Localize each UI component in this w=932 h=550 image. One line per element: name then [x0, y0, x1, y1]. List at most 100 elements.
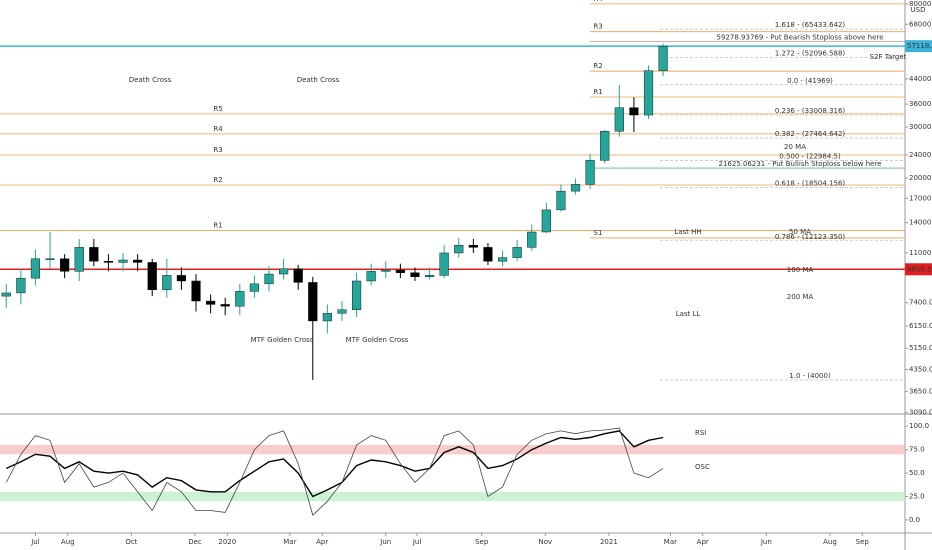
x-tick-label: Sep [475, 538, 489, 546]
candle-body [454, 245, 464, 254]
annotation: Last LL [676, 310, 701, 318]
candle-body [322, 313, 332, 322]
candle-body [497, 257, 508, 262]
x-tick-label: Jun [379, 538, 391, 546]
fib-label: 1.0 - (4000) [789, 372, 831, 380]
x-tick-label: Mar [664, 538, 677, 546]
x-tick-label: Dec [188, 538, 202, 546]
y-tick-label: 80000.0 [909, 0, 932, 8]
candle-body [1, 292, 11, 297]
pivot-label: R3 [213, 146, 222, 154]
y-tick-label: 7400.0 [909, 299, 932, 307]
candle-body [133, 259, 143, 263]
fib-label: 0.500 - (22984.5) [779, 152, 841, 160]
pivot-label: R4 [213, 125, 223, 133]
stoploss-label: 59278.93769 - Put Bearish Stoploss above… [717, 33, 884, 41]
candle-body [410, 272, 420, 277]
pivot-label: R1 [213, 222, 222, 230]
annotation: 50 MA [789, 228, 811, 236]
candle-body [74, 247, 84, 272]
candle-body [570, 184, 581, 192]
annotation: MTF Golden Cross [346, 336, 409, 344]
y-tick-label: 44000.0 [909, 75, 932, 83]
x-tick-label: Sep [856, 538, 870, 546]
x-tick-label: Jul [412, 538, 422, 546]
y-tick-label: 11000.0 [909, 249, 932, 257]
y-tick-label: 4350.0 [909, 365, 932, 373]
candle-body [162, 275, 172, 291]
rsi-tick-label: 100.0 [909, 422, 929, 430]
x-tick-label: 2020 [218, 538, 236, 546]
rsi-legend: RSI [695, 429, 706, 437]
candle-body [191, 280, 201, 302]
rsi-band [0, 491, 905, 502]
annotation: 20 MA [784, 143, 806, 151]
candle-body [541, 209, 551, 233]
annotation: 100 MA [787, 266, 814, 274]
candle-body [30, 258, 41, 279]
rsi-tick-label: 75.0 [909, 446, 925, 454]
x-tick-label: Mar [283, 538, 296, 546]
candle-body [220, 304, 230, 307]
pivot-label: R2 [593, 62, 602, 70]
candle-body [308, 282, 318, 322]
candle-body [103, 261, 114, 263]
y-tick-label: 68000.0 [909, 20, 932, 28]
candle-body [264, 273, 274, 285]
rsi-line [5, 427, 664, 516]
candle-body [614, 107, 624, 132]
x-tick-label: Jul [30, 538, 40, 546]
rsi-tick-label: 50.0 [909, 469, 925, 477]
candle-body [585, 160, 595, 185]
annotation: MTF Golden Cross [251, 336, 314, 344]
candle-body [395, 269, 405, 273]
candle-body [235, 291, 245, 307]
fib-label: 0.236 - (33008.316) [775, 107, 846, 115]
candle-body [439, 252, 449, 276]
candle-body [658, 45, 668, 71]
candle-body [351, 280, 362, 310]
annotation: 200 MA [787, 293, 814, 301]
candle-body [206, 300, 216, 305]
annotation: Death Cross [129, 76, 172, 84]
stoploss-label: 21625.06231 - Put Bullish Stoploss below… [719, 160, 882, 168]
candle-body [468, 245, 478, 248]
candle-body [556, 190, 566, 211]
candle-body [629, 107, 639, 116]
pivot-label: R2 [213, 176, 222, 184]
candle-body [643, 70, 654, 116]
x-tick-label: Oct [125, 538, 137, 546]
fib-label: 0.0 - (41969) [787, 77, 833, 85]
y-tick-label: 30000.0 [909, 123, 932, 131]
candle-body [366, 271, 376, 282]
fib-label: 0.618 - (18504.156) [775, 180, 846, 188]
annotation: Last HH [674, 228, 701, 236]
pivot-label: R5 [213, 105, 222, 113]
y-tick-label: 3090.0 [909, 408, 932, 416]
price-tag-label: 57118.0 [907, 42, 932, 50]
x-tick-label: Jun [760, 538, 772, 546]
candle-body [600, 131, 610, 161]
candle-body [176, 275, 186, 282]
y-tick-label: 6150.0 [909, 322, 932, 330]
candle-body [89, 247, 99, 262]
y-tick-label: 14000.0 [909, 219, 932, 227]
candle-body [512, 247, 522, 258]
candle-body [60, 258, 70, 272]
price-tag-label: 9658.5 [907, 265, 932, 273]
currency: USD [911, 6, 926, 14]
y-tick-label: 24000.0 [909, 151, 932, 159]
candle-body [337, 309, 347, 314]
rsi-tick-label: 0.0 [909, 516, 920, 524]
candle-body [293, 268, 303, 283]
candle-body [381, 269, 391, 272]
fib-label: 1.618 - (65433.642) [775, 21, 846, 29]
rsi-line [6, 430, 664, 498]
candle-body [424, 275, 435, 277]
candle-body [249, 283, 259, 292]
fib-label: 0.382 - (27464.642) [775, 130, 846, 138]
x-tick-label: Aug [61, 538, 75, 546]
x-tick-label: Nov [538, 538, 552, 546]
y-tick-label: 17000.0 [909, 194, 932, 202]
